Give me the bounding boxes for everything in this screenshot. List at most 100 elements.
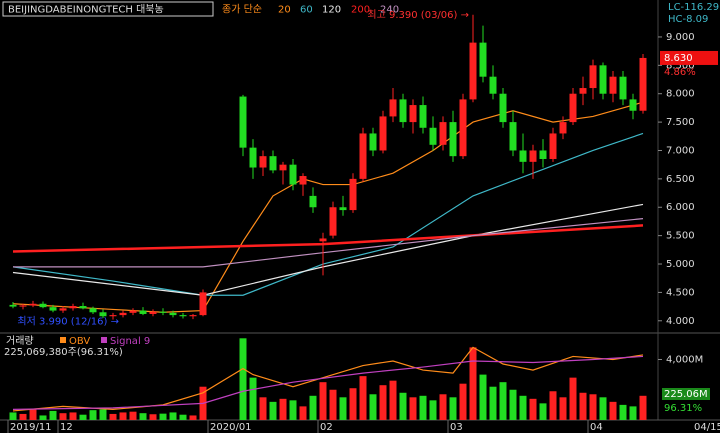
candle-body [399,99,407,123]
candle-body [489,76,497,94]
x-tick-label: 04 [590,422,603,433]
hc-label: HC-8.09 [668,14,708,25]
volume-bar [149,414,157,420]
volume-bar [379,385,387,420]
candle-body [299,176,307,185]
volume-bar [419,395,427,420]
volume-bar [639,395,647,420]
candle-body [499,93,507,123]
volume-bar [259,397,267,420]
legend-label: 종가 단순 [222,4,262,16]
candle-body [239,96,247,148]
candle-body [479,42,487,77]
obv-label-box [662,388,710,400]
candle-body [279,164,287,171]
candle-body [189,315,197,317]
candle-body [259,156,267,168]
y-tick-label: 4.000 [666,316,695,327]
obv-label: 225.06M [664,389,708,400]
candle-body [359,133,367,179]
candle-body [579,88,587,94]
legend-entry: 200 [351,5,370,16]
candle-body [609,76,617,94]
volume-bar [249,377,257,420]
volume-bar [619,404,627,420]
volume-bar [369,394,377,420]
x-tick-label: 2019/11 [10,422,52,433]
candle-body [29,303,37,306]
volume-bar [29,409,37,420]
volume-bar [49,410,57,420]
y-tick-label: 6.000 [666,202,695,213]
volume-bar [89,410,97,420]
volume-bar [339,397,347,420]
candle-body [369,133,377,151]
volume-bar [399,392,407,420]
candle-body [19,305,27,307]
candle-body [529,150,537,162]
y-tick-label: 7.000 [666,145,695,156]
volume-bar [39,415,47,420]
volume-bar [179,414,187,420]
candle-body [629,99,637,111]
candle-body [59,308,67,311]
volume-bar [439,394,447,420]
legend-entry: 120 [322,5,341,16]
volume-bar [489,386,497,420]
candle-body [379,116,387,151]
last-price-box [660,50,718,65]
volume-bar [469,347,477,420]
volume-bar [509,389,517,420]
volume-bar [269,401,277,420]
candle-body [429,127,437,145]
candle-body [169,312,177,316]
candle-body [9,304,17,307]
volume-bar [429,400,437,420]
candle-body [419,105,427,128]
volume-bar [449,397,457,420]
volume-bar [579,392,587,420]
volume-name: 거래량 [6,335,34,347]
volume-bar [99,409,107,420]
volume-bar [319,382,327,420]
y-tick-label: 8.500 [666,60,695,71]
change-label: 4.86% [664,67,696,78]
volume-bar [19,413,27,420]
candle-body [569,93,577,123]
y-tick-label: 5.500 [666,231,695,242]
legend-swatch [60,337,66,343]
candle-body [109,315,117,317]
x-tick-label: 03 [450,422,463,433]
volume-bar [59,413,67,420]
annotation: 최고 9.390 (03/06) → [367,9,469,21]
volume-summary: 225,069,380주(96.31%) [4,347,123,358]
volume-bar [589,394,597,420]
candle-body [349,178,357,211]
candle-body [559,122,567,134]
candle-body [409,105,417,123]
y-tick-label: 5.000 [666,259,695,270]
candle-body [89,308,97,313]
lc-label: LC-116.29 [668,2,719,13]
volume-bar [109,413,117,420]
volume-bar [549,391,557,420]
volume-bar [69,412,77,420]
legend-entry: OBV [69,336,90,347]
volume-bar [359,376,367,420]
candle-body [459,99,467,157]
volume-bar [139,413,147,420]
volume-bar [299,406,307,420]
volume-bar [129,411,137,420]
candle-body [119,312,127,316]
volume-bar [499,382,507,420]
title-box [2,1,214,17]
legend-entry: 60 [300,5,313,16]
candle-body [319,238,327,242]
volume-bar [239,338,247,420]
volume-bar [189,415,197,420]
volume-bar [409,397,417,420]
ma-line [12,132,644,296]
